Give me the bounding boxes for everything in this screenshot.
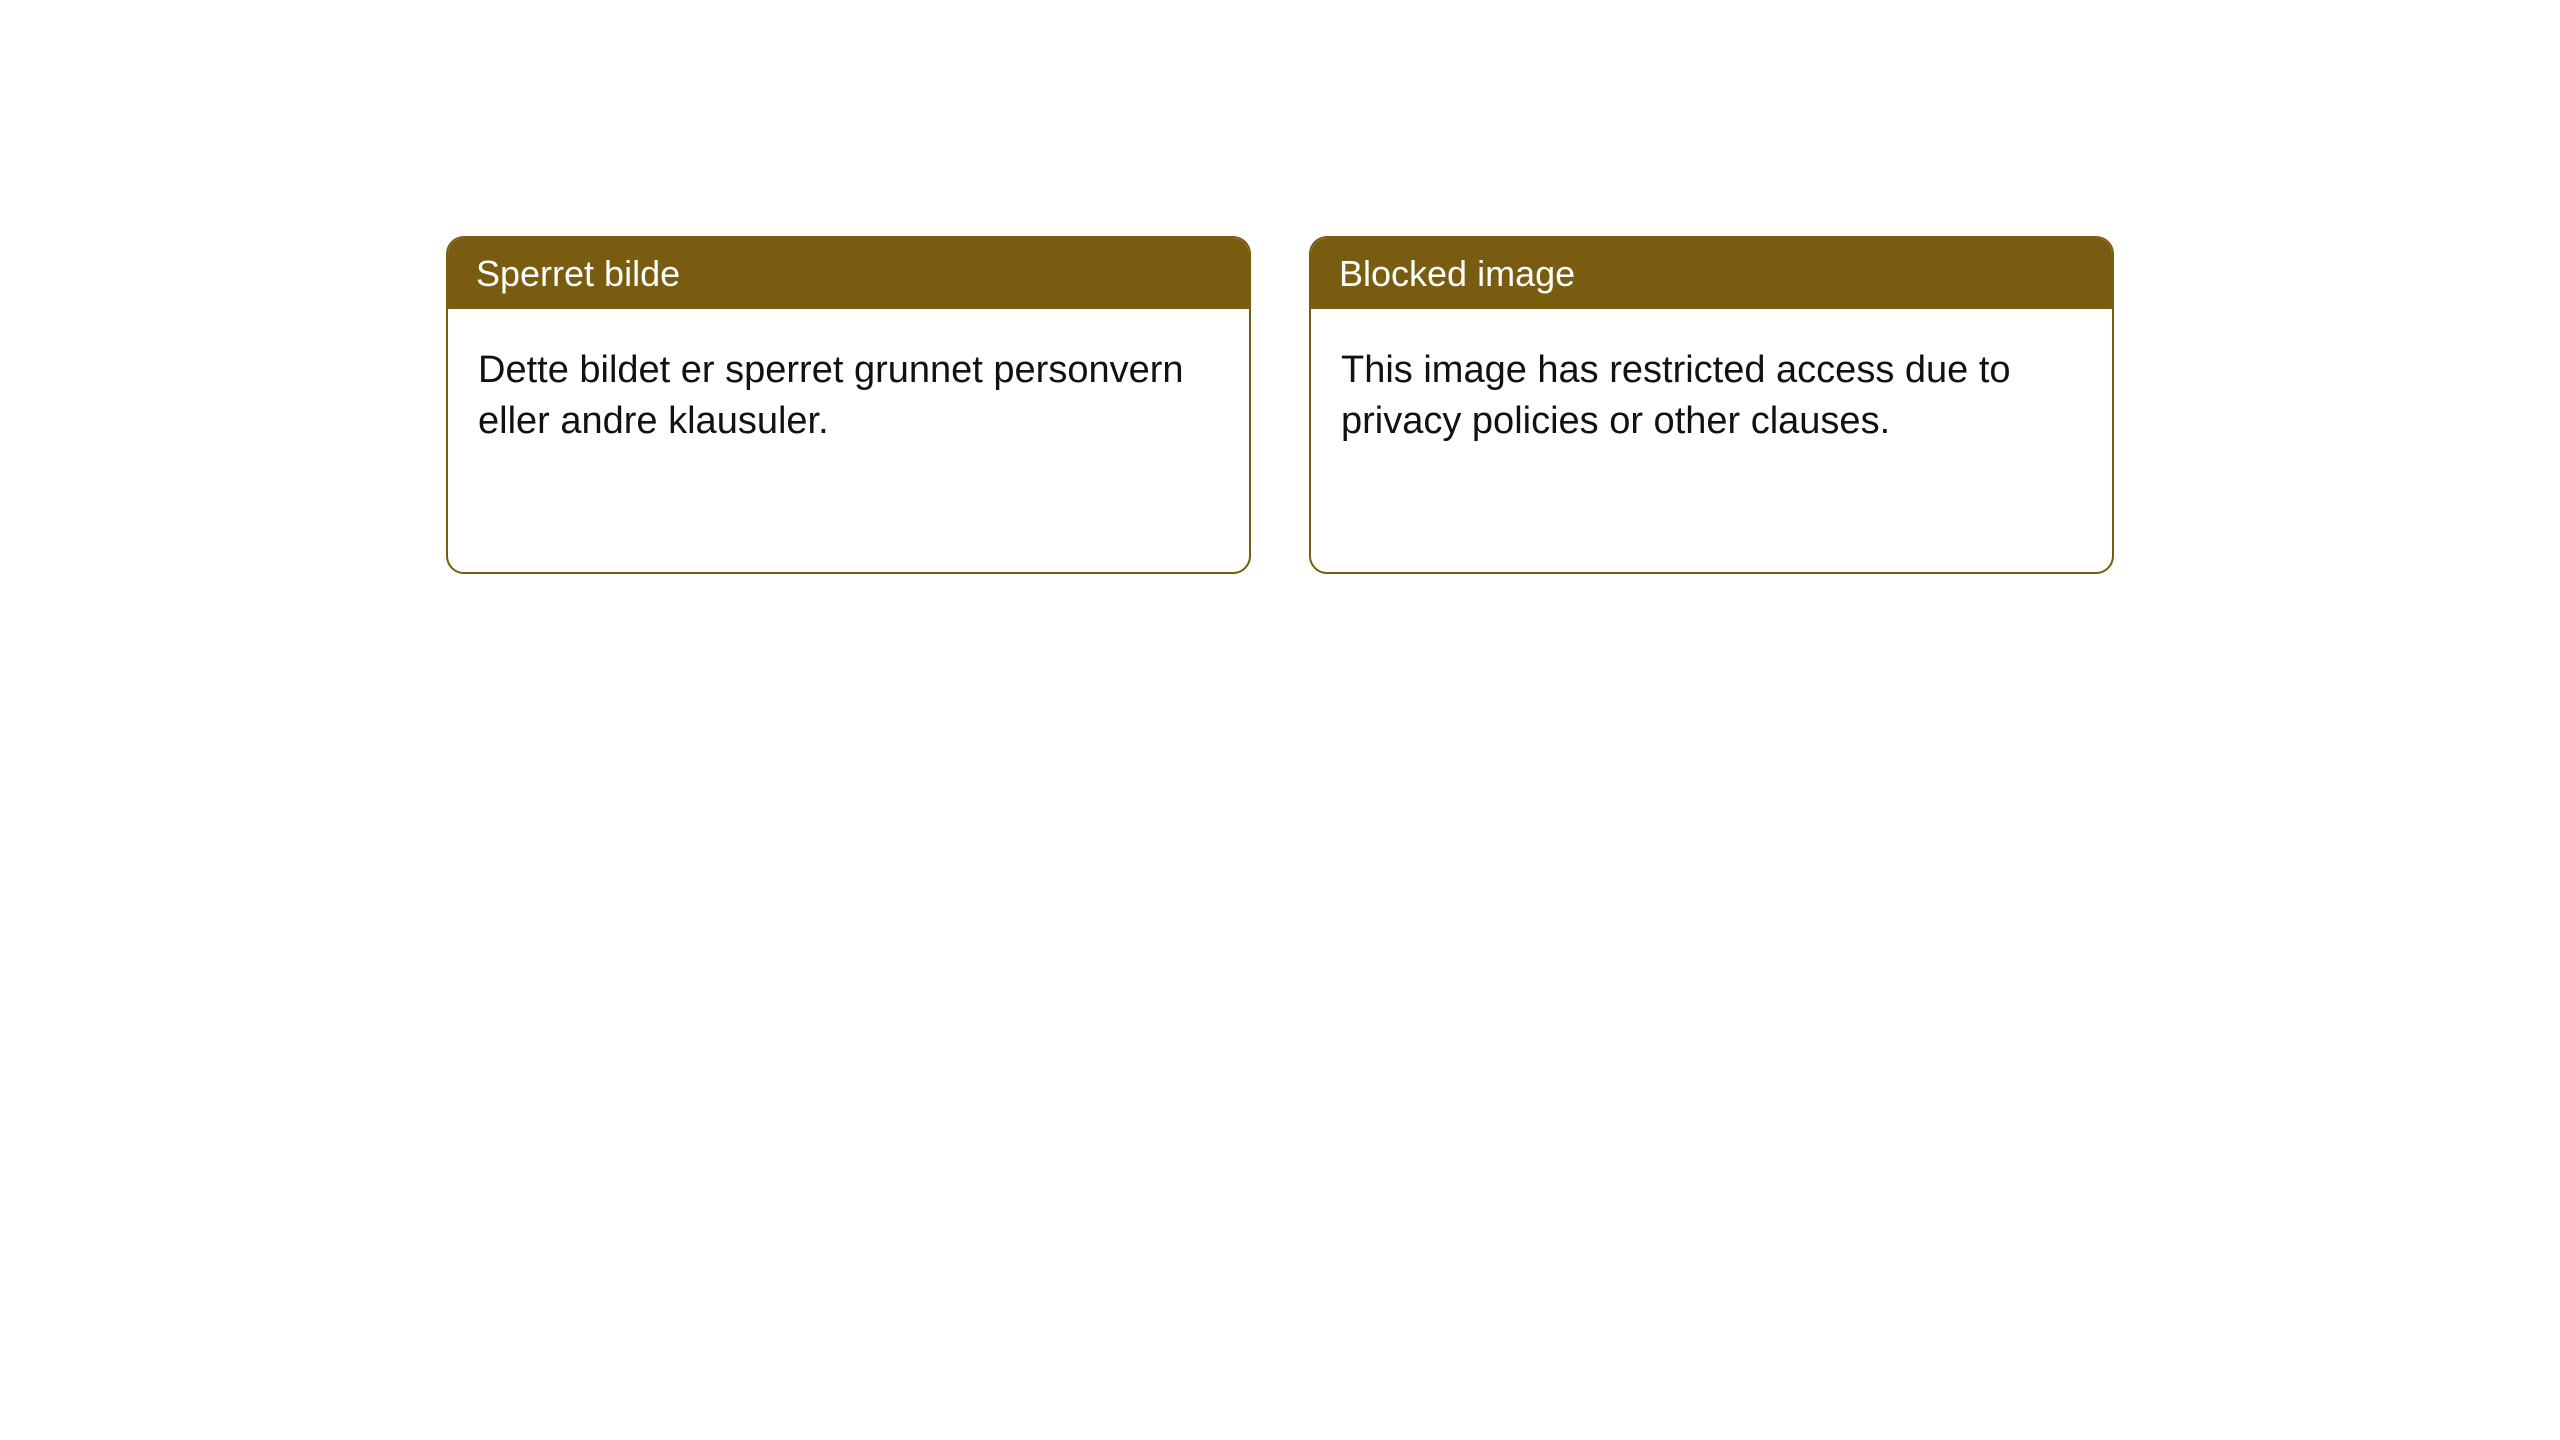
info-card-norwegian: Sperret bilde Dette bildet er sperret gr… [446,236,1251,574]
info-card-english: Blocked image This image has restricted … [1309,236,2114,574]
card-header-english: Blocked image [1311,238,2112,309]
card-body-norwegian: Dette bildet er sperret grunnet personve… [448,309,1249,484]
card-header-norwegian: Sperret bilde [448,238,1249,309]
card-body-english: This image has restricted access due to … [1311,309,2112,484]
cards-container: Sperret bilde Dette bildet er sperret gr… [446,236,2114,1440]
